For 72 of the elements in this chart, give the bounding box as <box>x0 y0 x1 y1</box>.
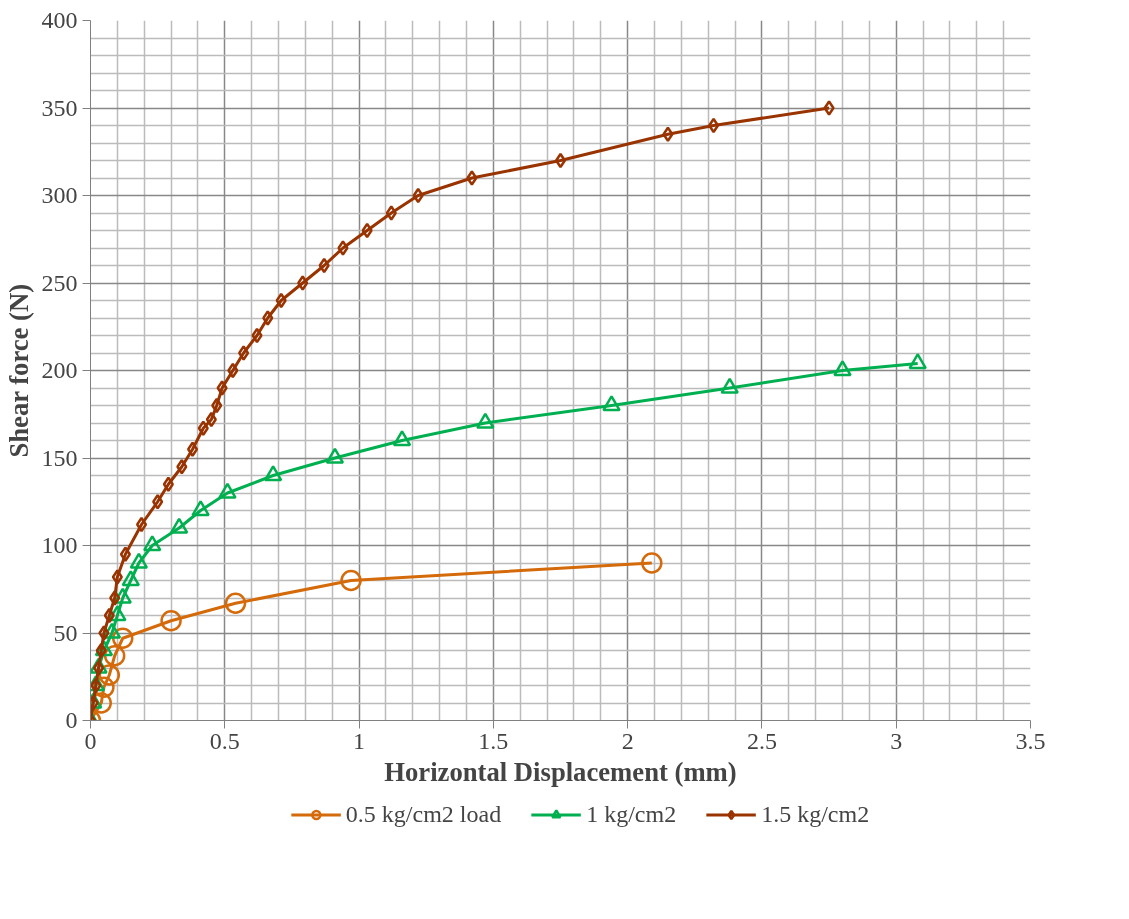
point <box>162 476 174 492</box>
point <box>392 430 412 447</box>
x-tick-label: 2.5 <box>746 727 777 754</box>
y-tick-label: 300 <box>41 182 78 208</box>
point <box>708 117 720 134</box>
point <box>119 546 131 562</box>
point <box>385 205 397 221</box>
point <box>720 377 739 394</box>
x-tick-label: 3 <box>890 727 903 754</box>
y-tick-label: 50 <box>53 619 78 646</box>
point <box>191 500 210 517</box>
y-tick-label: 150 <box>41 444 78 471</box>
legend-label: 1.5 kg/cm2 <box>761 800 870 828</box>
y-tick-label: 200 <box>41 357 78 383</box>
point <box>216 380 228 396</box>
point <box>143 535 162 552</box>
y-axis-title: Shear force (N) <box>3 283 34 458</box>
x-axis-title: Horizontal Displacement (mm) <box>384 756 737 787</box>
point <box>169 517 189 534</box>
point <box>297 275 309 291</box>
point <box>251 327 263 344</box>
point <box>135 516 148 533</box>
y-tick-label: 250 <box>41 269 78 296</box>
point <box>111 569 123 585</box>
point <box>98 625 110 641</box>
point <box>662 126 674 142</box>
point <box>238 345 250 361</box>
point <box>361 222 373 239</box>
x-tick-label: 1 <box>353 727 366 754</box>
point <box>476 412 495 429</box>
point <box>95 642 107 659</box>
point <box>340 569 362 592</box>
point <box>833 360 852 377</box>
point <box>262 310 274 326</box>
point <box>466 170 478 186</box>
x-tick-label: 0.5 <box>209 727 240 754</box>
point <box>554 152 567 169</box>
point <box>103 607 115 624</box>
point <box>641 552 663 574</box>
point <box>325 447 345 464</box>
point <box>337 240 349 256</box>
point <box>160 610 182 632</box>
x-tick-label: 0 <box>84 727 97 754</box>
point <box>908 353 927 370</box>
point <box>224 592 247 614</box>
point <box>275 292 287 309</box>
point <box>109 590 121 606</box>
point <box>129 552 149 569</box>
x-tick-label: 1.5 <box>478 727 509 754</box>
point <box>263 465 283 482</box>
point <box>318 257 330 274</box>
legend-label: 0.5 kg/cm2 load <box>345 800 502 828</box>
point <box>121 570 141 587</box>
y-tick-label: 0 <box>65 707 78 733</box>
point <box>197 420 209 436</box>
point <box>186 441 199 457</box>
x-tick-label: 3.5 <box>1015 727 1046 754</box>
y-tick-label: 400 <box>41 7 78 33</box>
point <box>152 494 164 510</box>
legend-label: 1 kg/cm2 <box>586 800 677 828</box>
point <box>111 627 134 649</box>
point <box>227 362 239 379</box>
x-tick-label: 2 <box>621 727 634 754</box>
point <box>412 187 424 204</box>
point <box>211 397 223 414</box>
point <box>823 100 835 116</box>
point <box>218 482 237 499</box>
y-tick-label: 350 <box>41 94 78 121</box>
point <box>176 459 188 475</box>
point <box>602 395 621 412</box>
y-tick-label: 100 <box>41 532 78 558</box>
point <box>205 411 217 428</box>
